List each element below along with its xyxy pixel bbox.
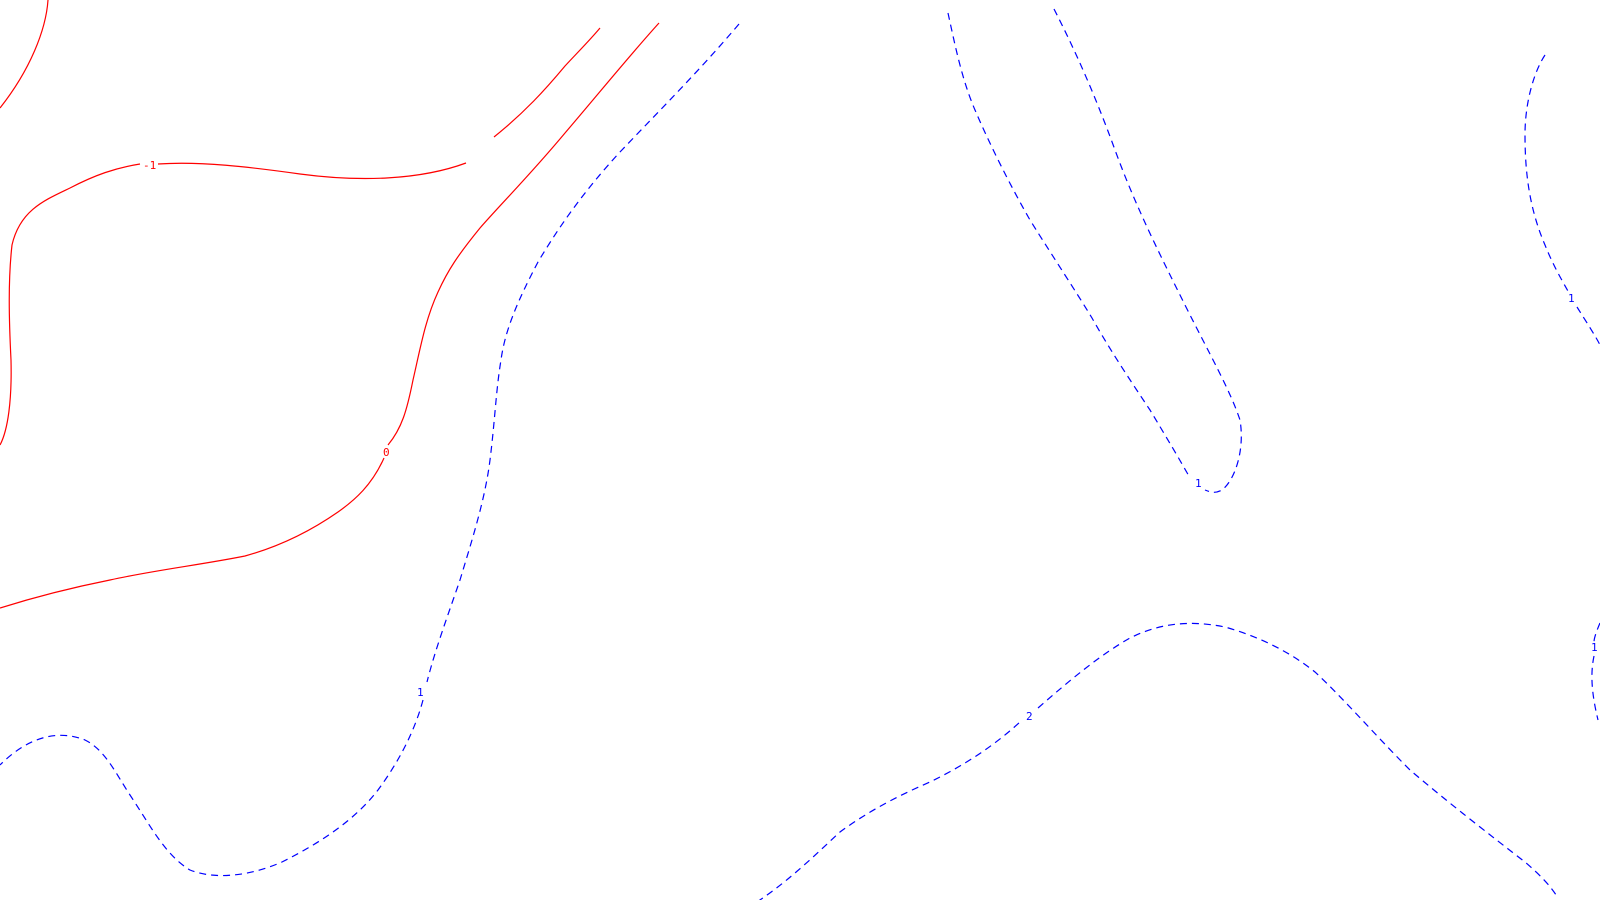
contour-line-one-mid-right [1053,8,1242,493]
contour-line-top-left-arc [0,0,49,109]
contour-line-neg1-left-segment [0,163,141,446]
contour-line-one-right-top [1524,54,1571,296]
negative-contours [0,0,660,609]
contour-line-one-right-bottom-lower [1591,655,1599,721]
contour-label-one-right-bottom: 1 [1591,641,1598,654]
contour-line-one-right-top-end [1576,306,1600,346]
contour-line-one-left-lower [0,699,424,877]
contour-line-neg1-right-segment [157,162,467,180]
contour-line-two [758,721,1021,900]
contour-line-zero-lower [0,457,385,609]
contour-label-zero: 0 [383,446,390,459]
positive-contours [0,8,1600,900]
contour-line-one-right-bottom [1593,622,1600,643]
contour-label-one-mid: 1 [1195,477,1202,490]
contour-label-one-right-top: 1 [1568,292,1575,305]
contour-line-one-left [426,23,740,683]
contour-labels: -1 0 1 1 1 1 2 [143,159,1598,723]
contour-line-upper-short [493,27,601,138]
contour-label-two: 2 [1026,710,1033,723]
contour-line-zero-upper [387,22,660,446]
contour-line-one-mid-left [947,12,1191,479]
contour-label-neg-one: -1 [143,159,156,172]
contour-line-two-right [1037,622,1559,899]
contour-label-one-left: 1 [417,686,424,699]
